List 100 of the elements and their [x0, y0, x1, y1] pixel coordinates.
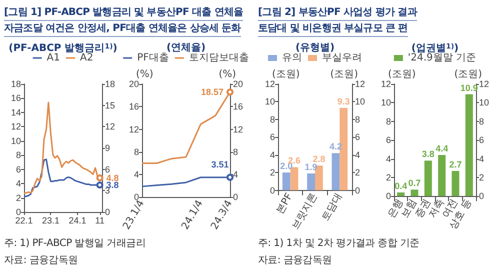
y2-tick-label: 20 — [233, 79, 244, 89]
y-tick-label: 6 — [270, 132, 275, 142]
text: 자료: 금융감독원 — [258, 254, 332, 267]
x-tick-label: 11 — [95, 216, 104, 226]
x-tick-label: 22.1 — [15, 216, 33, 226]
data-label: 18.57 — [200, 87, 224, 98]
y-tick-label: 4 — [270, 150, 275, 160]
chart-title: (연체율) — [166, 42, 206, 54]
y-tick-label: 8 — [134, 146, 139, 157]
y-tick-label: 12 — [380, 79, 391, 89]
bar — [438, 155, 446, 196]
y2-tick-label: 4 — [233, 170, 238, 180]
y-tick-label: 2 — [270, 168, 275, 178]
y-tick-label: 10 — [264, 96, 275, 107]
y2-tick-label: 10 — [479, 98, 490, 108]
legend-label: 토지담보대출 — [188, 52, 249, 64]
data-label: 1.9 — [304, 162, 318, 172]
y2-tick-label: 0 — [233, 192, 238, 202]
legend-label: 부실우려 — [322, 52, 362, 64]
y2-tick-label: 8 — [479, 116, 484, 126]
y2-tick-label: 2 — [479, 172, 484, 182]
y2-tick-label: 12 — [105, 122, 116, 132]
y-tick-label: 8 — [386, 116, 391, 126]
text: 토담대 및 비은행권 부실규모 큰 편 — [258, 20, 408, 37]
y-tick-label: 4 — [134, 170, 139, 180]
y-tick-label: 6 — [16, 164, 21, 174]
y-tick-label: 0 — [386, 191, 391, 202]
data-label: 4.4 — [436, 144, 448, 154]
legend-label: PF대출 — [137, 52, 169, 64]
y-axis-title: (조원) — [272, 69, 300, 80]
bar — [424, 160, 432, 196]
data-label: 2.0 — [280, 161, 293, 172]
bar — [282, 172, 290, 190]
y2-tick-label: 15 — [105, 100, 116, 110]
y-tick-label: 12 — [128, 124, 139, 134]
y-tick-label: 0 — [16, 207, 21, 217]
text: [그림 2] 부동산PF 사업성 평가 결과 — [258, 4, 417, 21]
text: 자금조달 여건은 안정세, PF대출 연체율은 상승세 둔화 — [4, 20, 241, 37]
y2-tick-label: 2 — [355, 168, 360, 178]
y-tick-label: 8 — [16, 150, 21, 160]
y-tick-label: 12 — [264, 79, 275, 89]
y-tick-label: 12 — [10, 122, 21, 132]
y-tick-label: 14 — [10, 107, 21, 118]
y2-tick-label: 0 — [479, 191, 484, 202]
data-label: 9.3 — [337, 96, 350, 106]
y2-tick-label: 16 — [233, 102, 244, 112]
x-tick-label: 23.1 — [42, 216, 60, 226]
y-tick-label: 4 — [16, 178, 21, 189]
y-tick-label: 6 — [386, 135, 391, 146]
y2-tick-label: 8 — [233, 146, 238, 157]
y2-tick-label: 12 — [479, 79, 490, 89]
legend-label: 유의 — [282, 52, 302, 64]
bar — [397, 192, 405, 196]
y-axis-title: (조원) — [388, 69, 416, 80]
data-label: 0.4 — [394, 180, 408, 191]
y2-tick-label: 6 — [105, 164, 110, 174]
legend-label: A1 — [46, 52, 60, 64]
legend-label: '24.9월말 기준 — [408, 52, 476, 64]
bar — [315, 165, 323, 190]
text: [그림 1] PF-ABCP 발행금리 및 부동산PF 대출 연체율 — [4, 4, 244, 21]
y2-tick-label: 4 — [355, 150, 360, 160]
y-tick-label: 10 — [380, 98, 391, 108]
y2-tick-label: 10 — [355, 96, 366, 107]
y-tick-label: 0 — [270, 185, 275, 196]
data-label: 3.51 — [211, 159, 229, 170]
y2-tick-label: 0 — [105, 207, 110, 217]
data-label: 3.8 — [422, 149, 434, 160]
y2-tick-label: 12 — [355, 79, 366, 89]
bar — [410, 190, 418, 196]
y2-tick-label: 8 — [355, 114, 360, 124]
y-tick-label: 10 — [10, 136, 21, 146]
legend-label: A2 — [80, 52, 94, 64]
chart-title: (유형별) — [295, 42, 335, 54]
y2-tick-label: 6 — [355, 132, 360, 142]
bar — [307, 173, 315, 190]
text: 주: 1) PF-ABCP 발행일 거래금리 — [4, 237, 146, 250]
y2-tick-label: 6 — [479, 135, 484, 146]
bar — [332, 153, 340, 190]
data-label: 2.7 — [449, 159, 462, 170]
y2-tick-label: 18 — [105, 79, 116, 89]
y-tick-label: 18 — [10, 79, 21, 89]
bar — [465, 94, 473, 196]
bar — [452, 170, 460, 196]
y2-tick-label: 9 — [105, 143, 110, 153]
y-tick-label: 8 — [270, 114, 275, 124]
data-label: 2.8 — [312, 154, 326, 164]
y-tick-label: 20 — [128, 79, 139, 89]
y-tick-label: 16 — [128, 102, 139, 112]
y2-axis-title: (%) — [218, 69, 236, 80]
y2-tick-label: 4 — [479, 154, 484, 164]
y-axis-title: (%) — [136, 69, 154, 80]
y2-tick-label: 12 — [233, 124, 244, 134]
data-label: 0.7 — [408, 178, 421, 188]
y2-axis-title: (조원) — [454, 69, 482, 80]
text: 자료: 금융감독원 — [4, 254, 78, 267]
x-tick-label: 24.1 — [68, 216, 86, 226]
y-tick-label: 2 — [386, 172, 391, 182]
y2-tick-label: 0 — [355, 185, 360, 196]
text: 주: 1) 1차 및 2차 평가결과 종합 기준 — [258, 237, 420, 250]
y2-axis-title: (조원) — [330, 69, 358, 80]
